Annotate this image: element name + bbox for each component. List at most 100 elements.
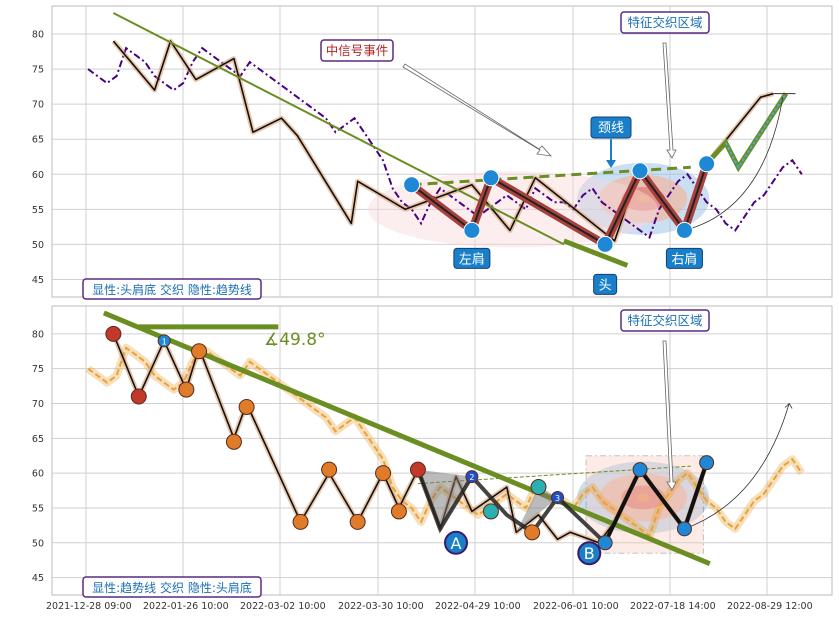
pattern-point (292, 513, 309, 530)
x-tick-label: 2022-01-26 10:00 (143, 601, 229, 612)
y-tick-label: 75 (32, 364, 44, 375)
y-tick-label: 45 (32, 573, 44, 584)
pattern-leg-core (683, 163, 708, 231)
breakout-arrowhead (784, 402, 793, 409)
legend-text: 显性:趋势线 交织 隐性:头肩底 (92, 580, 252, 595)
breakout-curve (684, 97, 784, 231)
y-tick-label: 70 (32, 100, 44, 111)
feature-area-arrow (662, 42, 677, 159)
y-tick-label: 60 (32, 170, 44, 181)
feature-area-core (637, 493, 650, 502)
pattern-point (631, 162, 649, 180)
pattern-point (349, 513, 366, 530)
pattern-label-box (593, 273, 618, 295)
pattern-label: 左肩 (459, 251, 485, 267)
x-tick-label: 2022-06-01 10:00 (533, 601, 619, 612)
milestone-point (577, 541, 602, 566)
breakout-curve (684, 403, 790, 530)
pattern-label-box (665, 247, 703, 269)
pattern-point (321, 461, 338, 478)
legend-box (82, 576, 262, 598)
y-tick-label: 45 (32, 275, 44, 286)
pattern-highlight-area (368, 171, 659, 248)
x-tick-label: 2022-04-29 10:00 (435, 601, 521, 612)
pattern-point (191, 343, 208, 360)
y-tick-label: 55 (32, 503, 44, 514)
x-tick-label: 2022-07-18 14:00 (630, 601, 716, 612)
neckline-label: 颈线 (598, 121, 624, 136)
pattern-point (178, 381, 195, 398)
pattern-point (597, 535, 613, 551)
pattern-point-label: 2 (469, 473, 474, 482)
y-tick-label: 75 (32, 65, 44, 76)
panel-bottom (51, 305, 833, 598)
wedge-fill (417, 469, 472, 529)
neckline-pointer-head (606, 160, 616, 168)
pattern-point (482, 169, 500, 187)
pattern-leg-core (604, 170, 641, 245)
pattern-point (463, 221, 481, 239)
pattern-point-label: 1 (162, 337, 167, 346)
pattern-point (157, 334, 171, 348)
pattern-leg-core (639, 170, 686, 231)
pattern-label: 右肩 (671, 251, 697, 267)
pattern-point (105, 325, 122, 342)
pattern-point (675, 221, 693, 239)
pattern-point (530, 479, 547, 496)
y-tick-label: 65 (32, 434, 44, 445)
pattern-point (551, 491, 565, 505)
y-tick-label: 50 (32, 538, 44, 549)
pattern-leg-core (410, 184, 473, 232)
wedge-fill (516, 487, 558, 533)
y-tick-label: 65 (32, 135, 44, 146)
pattern-point-label: 3 (555, 494, 560, 503)
pattern-point (238, 398, 255, 415)
x-tick-label: 2022-08-29 12:00 (727, 601, 813, 612)
pattern-point (225, 433, 242, 450)
angle-label: ∡49.8° (264, 330, 326, 350)
milestone-label: A (451, 534, 462, 553)
pattern-point (482, 503, 499, 520)
pattern-label: 头 (599, 278, 612, 293)
y-tick-label: 80 (32, 30, 44, 41)
signal-event-label: 中信号事件 (326, 43, 389, 58)
pattern-point (698, 155, 716, 173)
pattern-point (524, 524, 541, 541)
pattern-point (699, 455, 715, 471)
pattern-point (403, 176, 421, 194)
y-tick-label: 70 (32, 399, 44, 410)
y-tick-label: 80 (32, 329, 44, 340)
x-tick-label: 2022-03-02 10:00 (240, 601, 326, 612)
pattern-point (130, 388, 147, 405)
panel-top (51, 5, 833, 300)
x-tick-label: 2021-12-28 09:00 (46, 601, 132, 612)
trendline-thick-segment (562, 238, 629, 268)
milestone-label: B (584, 544, 595, 563)
feature-area-callout: 特征交织区域 (627, 313, 702, 328)
pattern-label-box (453, 247, 491, 269)
y-tick-label: 55 (32, 205, 44, 216)
milestone-point (444, 530, 469, 555)
pattern-point (596, 235, 614, 253)
feature-area-arrow (662, 340, 677, 491)
price-series-line (87, 46, 803, 240)
pattern-point (676, 521, 692, 537)
neckline-label-box (590, 116, 632, 139)
signal-event-box (320, 39, 394, 62)
feature-area-core (637, 194, 650, 203)
pattern-point (632, 462, 648, 478)
pattern-point (390, 503, 407, 520)
pattern-leg-core (470, 177, 492, 231)
feature-area-callout-box (620, 309, 710, 332)
feature-area-callout-box (620, 11, 710, 34)
signal-event-arrow (402, 63, 553, 157)
pattern-point (375, 465, 392, 482)
pattern-tail-line (603, 462, 709, 544)
legend-text: 显性:头肩底 交织 隐性:趋势线 (92, 282, 252, 297)
y-tick-label: 60 (32, 469, 44, 480)
x-tick-label: 2022-03-30 10:00 (338, 601, 424, 612)
feature-area-callout: 特征交织区域 (627, 15, 702, 30)
projection-inner (724, 93, 787, 170)
